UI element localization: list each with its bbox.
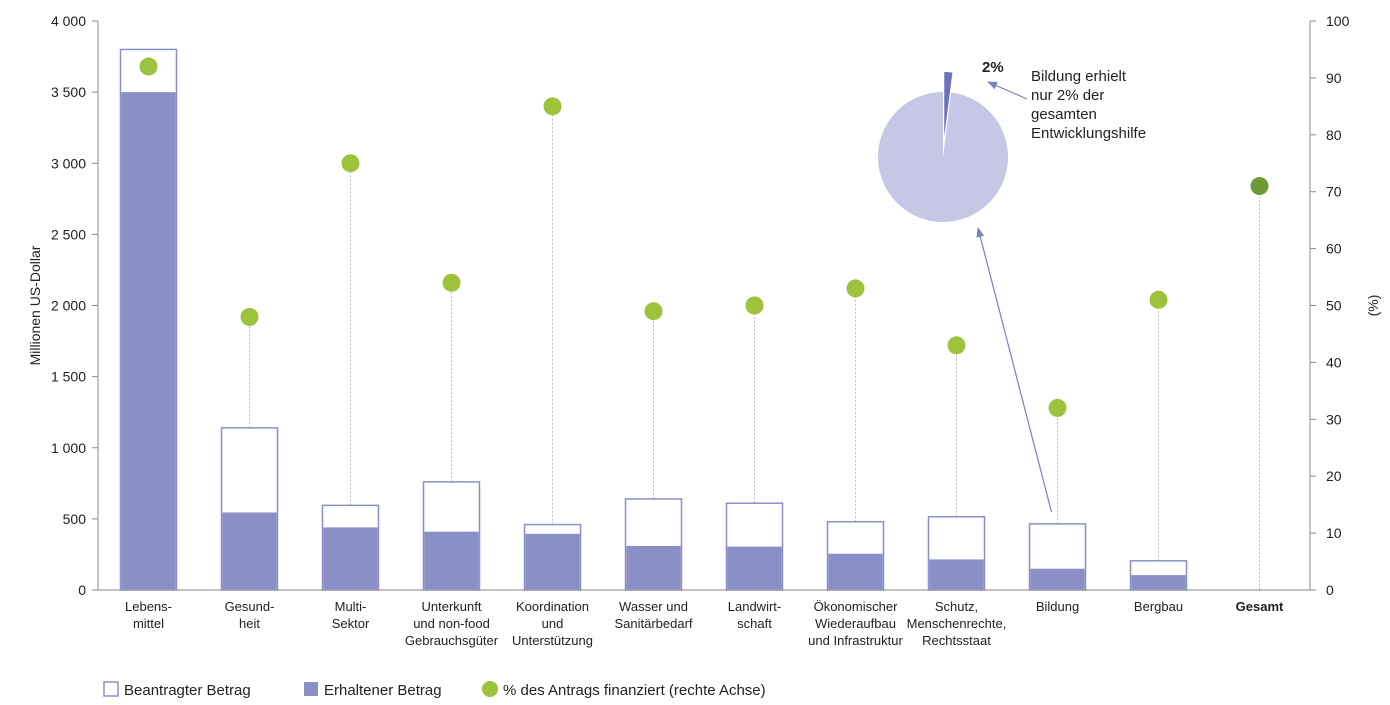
category-label: Bildung	[1036, 599, 1079, 614]
percent-dot	[1048, 398, 1067, 417]
category-label: Lebens-mittel	[125, 599, 172, 631]
y-tick-label-right: 60	[1326, 241, 1342, 257]
percent-dot	[745, 296, 764, 315]
category-label: Gesamt	[1236, 599, 1284, 614]
y-tick-label-right: 100	[1326, 13, 1350, 29]
bar-received	[828, 553, 883, 590]
percent-dot	[1149, 290, 1168, 309]
percent-dot	[947, 336, 966, 355]
bar-received	[1131, 575, 1186, 590]
bar-received	[121, 92, 176, 590]
legend: Beantragter Betrag Erhaltener Betrag % d…	[103, 681, 766, 699]
percent-dot	[1250, 177, 1269, 196]
y-tick-label-left: 1 000	[51, 440, 86, 456]
percent-dots	[139, 57, 1269, 417]
percent-dot	[240, 307, 259, 326]
percent-dot	[644, 302, 663, 321]
y-tick-label-right: 40	[1326, 354, 1342, 370]
y-tick-label-right: 70	[1326, 184, 1342, 200]
y-axis-title-right: (%)	[1365, 295, 1381, 317]
pie-annotation: Bildung erhielt nur 2% der gesamten Entwick…	[1031, 68, 1146, 142]
pie-slice-bildung	[944, 72, 953, 138]
legend-label-requested: Beantragter Betrag	[124, 682, 251, 699]
y-tick-label-left: 2 500	[51, 226, 86, 242]
category-label: Ökonomischer Wiederaufbau und Infrastruktu…	[808, 599, 903, 648]
category-label: Landwirt-schaft	[728, 599, 781, 631]
category-label: Wasser und Sanitärbedarf	[614, 599, 692, 631]
y-tick-label-left: 4 000	[51, 13, 86, 29]
legend-swatch-percent	[482, 681, 498, 697]
dotted-lines	[148, 49, 1260, 590]
legend-swatch-requested	[103, 681, 119, 697]
y-tick-label-right: 30	[1326, 411, 1342, 427]
legend-label-percent: % des Antrags finanziert (rechte Achse)	[503, 682, 766, 699]
y-tick-label-left: 3 500	[51, 84, 86, 100]
bars	[119, 48, 1188, 591]
y-axis-title-left: Millionen US-Dollar	[27, 245, 43, 365]
y-tick-label-left: 1 500	[51, 369, 86, 385]
category-label: Schutz, Menschenrechte, Rechtsstaat	[907, 599, 1007, 648]
bar-received	[222, 512, 277, 590]
bar-received	[525, 533, 580, 590]
bar-received	[727, 546, 782, 590]
bar-received	[1030, 568, 1085, 590]
y-tick-label-right: 50	[1326, 298, 1342, 314]
legend-swatch-received	[304, 682, 318, 696]
bar-received	[929, 559, 984, 590]
percent-dot	[442, 273, 461, 292]
annotation-arrow-to-slice	[987, 81, 1028, 100]
y-tick-label-left: 2 000	[51, 298, 86, 314]
legend-label-received: Erhaltener Betrag	[324, 682, 442, 699]
y-tick-label-right: 20	[1326, 468, 1342, 484]
percent-dot	[139, 57, 158, 76]
y-tick-label-left: 3 000	[51, 155, 86, 171]
y-tick-label-right: 10	[1326, 525, 1342, 541]
y-tick-label-left: 0	[78, 582, 86, 598]
y-tick-label-right: 90	[1326, 70, 1342, 86]
category-label: Bergbau	[1134, 599, 1183, 614]
annotations: Bildung erhielt nur 2% der gesamten Entwick…	[976, 68, 1146, 513]
y-tick-label-left: 500	[63, 511, 87, 527]
y-tick-label-right: 0	[1326, 582, 1334, 598]
percent-dot	[543, 97, 562, 116]
category-label: Unterkunft und non-food Gebrauchsgüter	[405, 599, 499, 648]
y-tick-label-right: 80	[1326, 127, 1342, 143]
bar-received	[323, 527, 378, 590]
pie-slice-rest	[878, 92, 1009, 223]
bar-received	[626, 545, 681, 590]
category-label: Koordination und Unterstützung	[512, 599, 593, 648]
annotation-arrow-from-bildung	[976, 227, 1053, 513]
category-label: Gesund-heit	[225, 599, 275, 631]
bar-received	[424, 531, 479, 590]
pie-slice-label: 2%	[982, 59, 1004, 76]
pie-inset: 2%	[878, 59, 1009, 223]
percent-dot	[846, 279, 865, 298]
category-label: Multi-Sektor	[332, 599, 370, 631]
percent-dot	[341, 154, 360, 173]
axes: 0 500 1 000 1 500 2 000 2 500 3 000 3 500 4 000 0…	[27, 13, 1381, 648]
